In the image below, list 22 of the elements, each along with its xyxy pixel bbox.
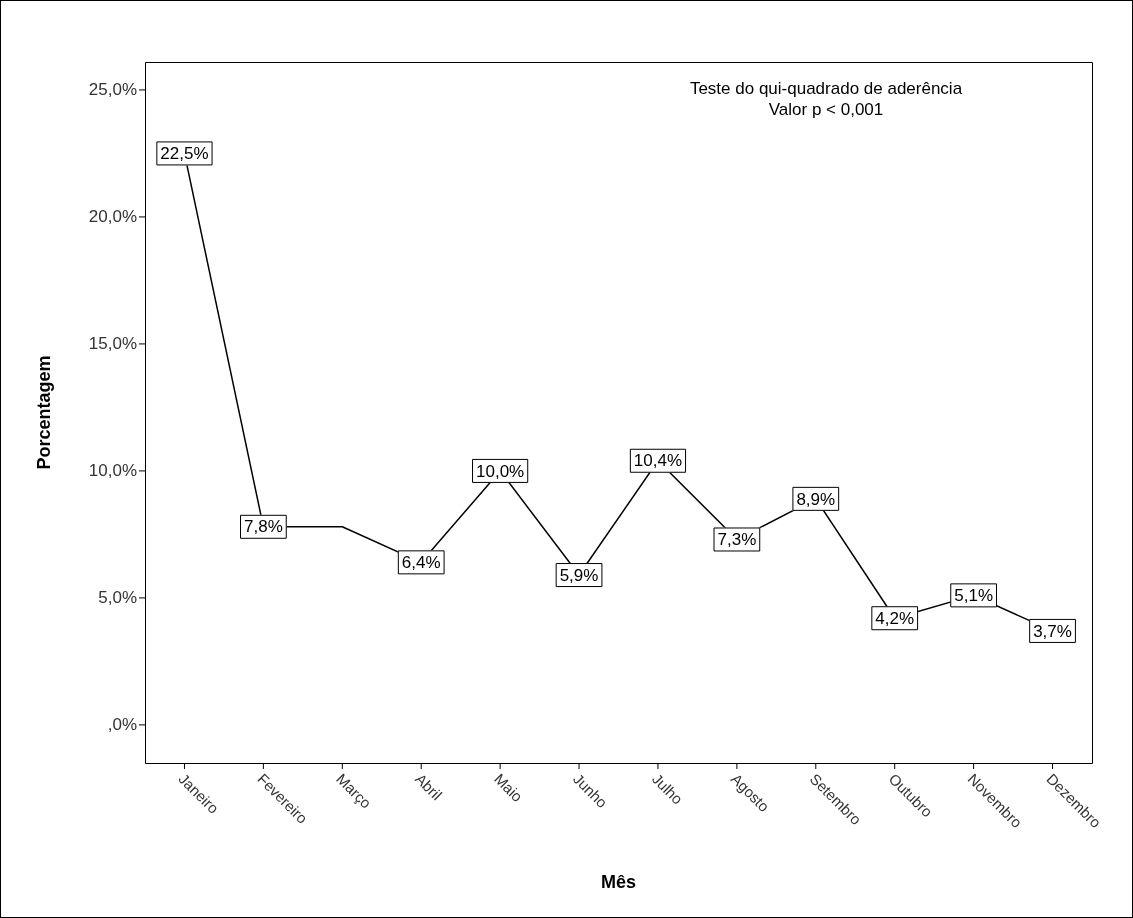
x-tick-label: Abril — [412, 770, 446, 804]
data-label: 6,4% — [401, 553, 441, 573]
data-label: 4,2% — [875, 608, 915, 628]
data-label: 22,5% — [160, 144, 209, 164]
data-label: 10,0% — [476, 461, 525, 481]
y-axis-title: Porcentagem — [33, 355, 54, 470]
data-label: 10,4% — [633, 451, 683, 471]
data-label: 5,9% — [559, 565, 599, 585]
y-tick-label: 25,0% — [88, 79, 137, 99]
data-label: 7,3% — [717, 530, 757, 550]
data-label: 5,1% — [954, 586, 993, 606]
y-tick-label: ,0% — [107, 714, 137, 734]
y-tick-label: 20,0% — [88, 206, 137, 226]
data-label: 8,9% — [796, 489, 836, 509]
data-label: 7,8% — [244, 517, 283, 537]
y-tick-label: 15,0% — [88, 333, 137, 353]
annotation: Valor p < 0,001 — [768, 99, 884, 119]
y-tick-label: 5,0% — [98, 587, 137, 607]
annotation: Teste do qui-quadrado de aderência — [689, 78, 963, 98]
y-tick-label: 10,0% — [88, 460, 137, 480]
data-label: 3,7% — [1033, 621, 1072, 641]
x-axis-title: Mês — [600, 871, 637, 892]
